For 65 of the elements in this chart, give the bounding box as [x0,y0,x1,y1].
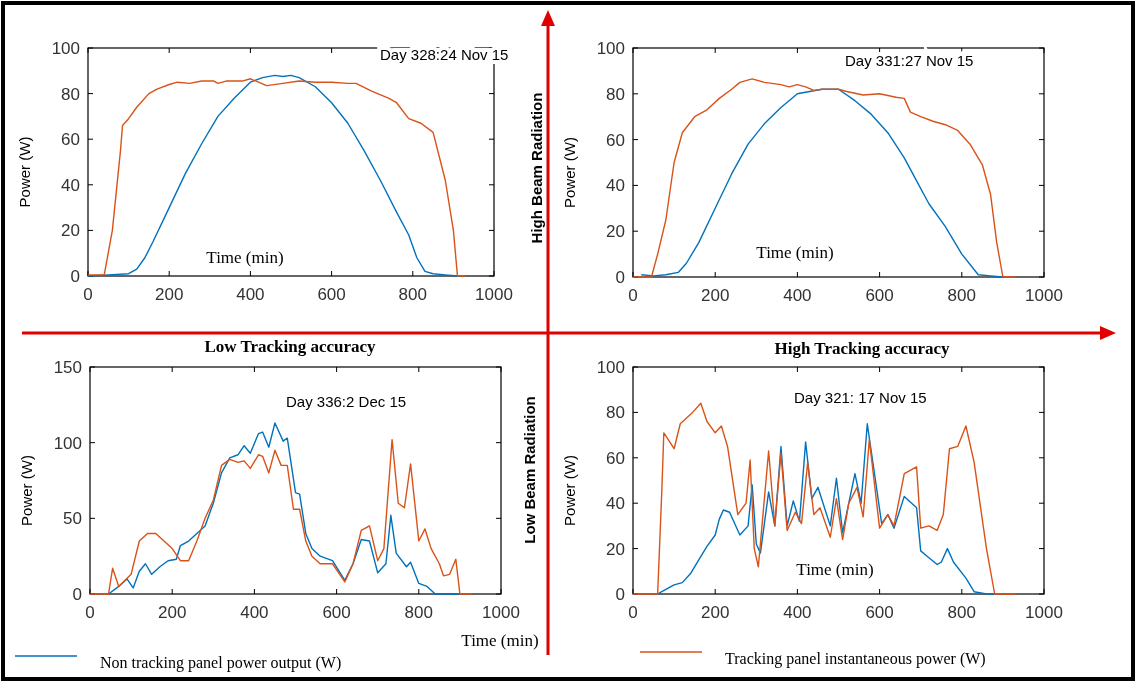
x-tick-label: 400 [783,603,812,622]
y-axis-title: Power (W) [16,136,33,208]
y-tick-label: 40 [61,175,80,195]
x-tick-label: 600 [865,603,894,622]
annotation: Day 331:27 Nov 15 [845,52,974,69]
x-tick-label: 400 [240,603,269,622]
x-tick-label: 200 [158,603,187,622]
x-tick-label: 1000 [1025,286,1063,305]
text: Low Beam Radiation [521,396,538,544]
x-axis-title: Time (min) [206,248,284,267]
line-series [656,423,996,595]
x-tick-label: 0 [628,286,638,305]
y-tick-label: 20 [606,539,625,559]
y-tick-label: 100 [53,433,82,453]
y-tick-label: 20 [61,221,80,241]
x-axis-title: Time (min) [796,560,874,579]
y-tick-label: 0 [615,268,625,287]
legend-label: Non tracking panel power output (W) [100,654,342,672]
x-tick-label: 0 [85,603,95,622]
x-tick-label: 600 [865,286,894,305]
x-axis-title: Time (min) [756,243,834,262]
y-tick-label: 80 [606,403,625,423]
line-series [89,438,473,595]
y-axis-title: Power (W) [561,137,578,208]
x-tick-label: 800 [404,603,433,622]
x-tick-label: 200 [701,603,730,622]
annotation: Day 336:2 Dec 15 [286,393,407,410]
annotation: Day 321: 17 Nov 15 [794,389,927,406]
y-tick-label: 100 [51,39,80,58]
x-tick-label: 0 [628,603,638,622]
x-tick-label: 200 [701,286,730,305]
x-tick-label: 600 [317,285,346,304]
x-tick-label: 1000 [475,285,513,304]
x-tick-label: 1000 [482,603,520,622]
x-tick-label: 800 [947,603,976,622]
x-tick-label: 400 [236,285,265,304]
y-tick-label: 40 [606,176,625,196]
x-tick-label: 600 [322,603,351,622]
y-tick-label: 80 [606,84,625,104]
y-tick-label: 0 [70,267,80,286]
y-tick-label: 150 [53,358,82,377]
text: High Tracking accuracy [774,339,951,358]
x-tick-label: 800 [398,285,427,304]
y-tick-label: 50 [63,509,82,529]
y-tick-label: 60 [606,448,625,468]
y-tick-label: 40 [606,494,625,514]
y-tick-label: 80 [61,84,80,104]
y-tick-label: 20 [606,222,625,242]
x-tick-label: 400 [783,286,812,305]
y-tick-label: 0 [615,585,625,604]
text: Low Tracking accuracy [204,337,377,356]
y-tick-label: 0 [72,585,82,604]
line-series [107,422,461,595]
text: High Beam Radiation [528,92,545,244]
x-axis-title: Time (min) [461,631,539,650]
x-tick-label: 200 [155,285,184,304]
y-tick-label: 100 [596,39,625,58]
legend-label: Tracking panel instantaneous power (W) [725,650,986,668]
y-tick-label: 60 [606,130,625,150]
y-axis-title: Power (W) [561,455,578,526]
y-tick-label: 100 [596,358,625,377]
y-axis-title: Power (W) [18,455,35,526]
x-tick-label: 800 [947,286,976,305]
y-tick-label: 60 [61,130,80,150]
x-tick-label: 1000 [1025,603,1063,622]
